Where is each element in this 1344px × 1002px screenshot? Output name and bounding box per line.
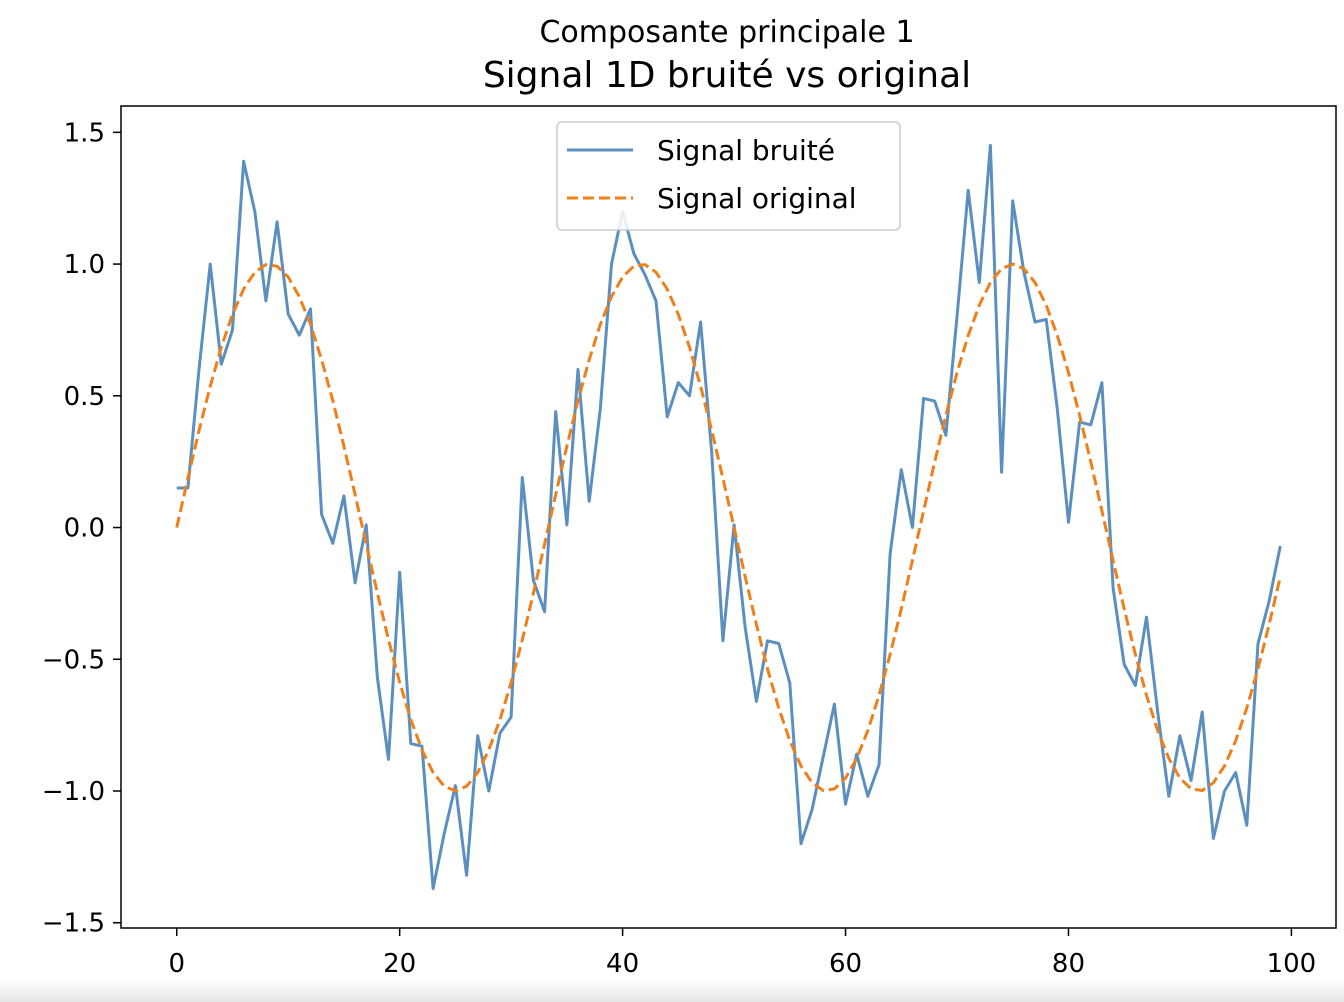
y-tick-label: −1.0 (42, 777, 105, 807)
window-bottom-shadow (0, 980, 1344, 1002)
legend-label-signal-original: Signal original (657, 182, 857, 215)
series-layer (175, 144, 1282, 890)
chart-suptitle: Composante principale 1 (539, 15, 914, 50)
legend-label-signal-bruite: Signal bruité (657, 134, 835, 167)
y-tick-label: 0.5 (64, 382, 105, 412)
legend-box (556, 121, 901, 231)
x-tick-label: 40 (606, 949, 639, 979)
x-tick-label: 60 (829, 949, 862, 979)
y-tick-label: 1.0 (64, 250, 105, 280)
legend: Signal bruité Signal original (556, 121, 901, 231)
x-tick-label: 80 (1052, 949, 1085, 979)
series-line-signal-bruite (176, 144, 1282, 890)
y-tick-label: 0.0 (64, 514, 105, 544)
x-tick-label: 100 (1267, 949, 1317, 979)
y-tick-label: −1.5 (42, 909, 105, 939)
x-tick-label: 20 (383, 949, 416, 979)
x-axis-ticks: 0 20 40 60 80 100 (168, 928, 1316, 979)
series-line-signal-original (175, 262, 1282, 793)
y-tick-label: −0.5 (42, 645, 105, 675)
y-axis-ticks: 1.5 1.0 0.5 0.0 −0.5 −1.0 −1.5 (42, 118, 121, 939)
plot-area: 0 20 40 60 80 100 1.5 1.0 0.5 0.0 −0.5 −1.0 −1.5 (42, 105, 1337, 979)
x-tick-label: 0 (168, 949, 185, 979)
y-tick-label: 1.5 (64, 118, 105, 148)
chart-title: Signal 1D bruité vs original (483, 55, 971, 96)
